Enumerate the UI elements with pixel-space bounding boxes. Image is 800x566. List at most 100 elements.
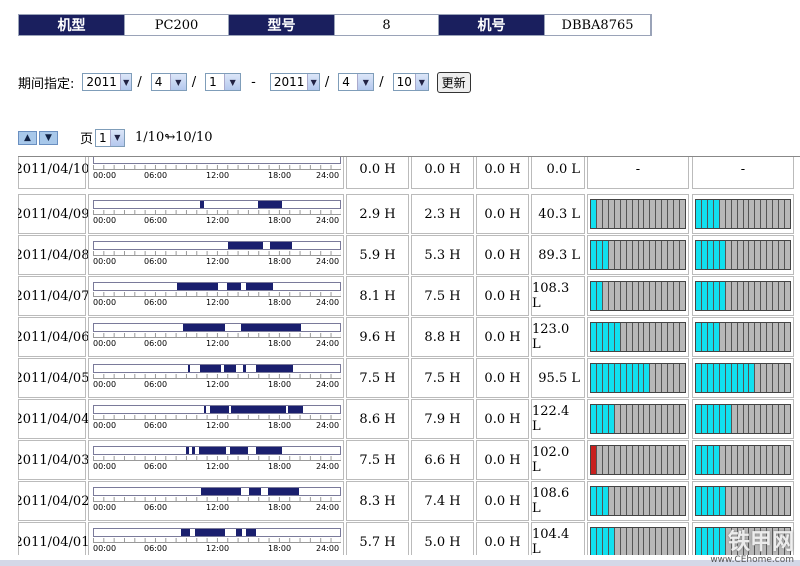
sort-down-icon[interactable]: ▼	[39, 130, 58, 145]
timeline-ticks	[93, 456, 341, 461]
timeline-tick-label: 18:00	[268, 462, 292, 471]
date-cell: 2011/04/01	[18, 522, 89, 555]
timeline-tick-label: 12:00	[206, 216, 230, 225]
gauge-block	[737, 323, 744, 351]
gauge-block	[644, 282, 651, 310]
gauge-block	[749, 405, 756, 433]
to-month-select[interactable]: 4 ▼	[338, 73, 375, 91]
gauge-cell	[692, 481, 794, 521]
gauge-block	[725, 282, 732, 310]
gauge-block	[767, 405, 774, 433]
operation-segment	[200, 488, 241, 495]
timeline-tick-label: 24:00	[316, 216, 340, 225]
timeline-cell: 00:00 06:00 12:00 18:00 24:00	[88, 358, 344, 398]
gauge-block	[626, 282, 633, 310]
gauge-block	[743, 200, 750, 228]
operation-segment	[258, 201, 282, 208]
operation-table[interactable]: 2011/04/10 00:00 06:00 12:00 18:00 24:00 0.0 H…	[18, 156, 800, 555]
period-label: 期间指定:	[18, 76, 75, 92]
timeline-tick-label: 18:00	[268, 421, 292, 430]
gauge-block	[608, 364, 615, 392]
gauge-block	[596, 323, 603, 351]
level-gauge	[590, 527, 686, 555]
horizontal-scrollbar[interactable]	[0, 560, 800, 566]
to-year-select[interactable]: 2011 ▼	[269, 73, 320, 91]
gauge-block	[719, 241, 726, 269]
gauge-block	[662, 405, 669, 433]
gauge-block	[761, 364, 768, 392]
level-gauge	[695, 281, 791, 311]
gauge-block	[626, 200, 633, 228]
gauge-block	[725, 323, 732, 351]
timeline-tick-label: 24:00	[316, 298, 340, 307]
gauge-block	[719, 446, 726, 474]
level-gauge	[695, 240, 791, 270]
timeline-tick-label: 24:00	[316, 462, 340, 471]
gauge-block	[620, 487, 627, 515]
from-year-select[interactable]: 2011 ▼	[82, 73, 133, 91]
timeline-tick-label: 24:00	[316, 503, 340, 512]
timeline-ticks	[93, 292, 341, 297]
from-month-select[interactable]: 4 ▼	[150, 73, 187, 91]
operation-segment	[192, 447, 196, 454]
hours-cell: 5.0 H	[411, 522, 474, 555]
operation-segment	[228, 242, 264, 249]
gauge-block	[731, 282, 738, 310]
level-gauge	[590, 445, 686, 475]
gauge-cell	[587, 358, 689, 398]
timeline-cell: 00:00 06:00 12:00 18:00 24:00	[88, 440, 344, 480]
gauge-block	[680, 487, 685, 515]
gauge-block	[632, 446, 639, 474]
timeline-tick-label: 00:00	[93, 216, 117, 225]
gauge-block	[773, 446, 780, 474]
timeline-tick-label: 00:00	[93, 503, 117, 512]
timeline-tick-label: 12:00	[206, 544, 230, 553]
timeline-tick-label: 12:00	[206, 462, 230, 471]
gauge-block	[680, 282, 685, 310]
sort-up-icon[interactable]: ▲	[18, 130, 37, 145]
gauge-block	[614, 282, 621, 310]
timeline-tick-label: 24:00	[316, 171, 340, 180]
gauge-block	[773, 487, 780, 515]
timeline-tick-label: 18:00	[268, 380, 292, 389]
gauge-block	[638, 364, 645, 392]
operation-segment	[230, 447, 248, 454]
gauge-block	[696, 282, 702, 310]
gauge-block	[626, 241, 633, 269]
serial-value: DBBA8765	[544, 15, 652, 35]
gauge-cell	[692, 399, 794, 439]
gauge-block	[719, 528, 726, 555]
gauge-block	[656, 282, 663, 310]
gauge-block	[608, 446, 615, 474]
chevron-down-icon: ▼	[169, 74, 186, 90]
gauge-block	[662, 323, 669, 351]
operation-segment	[242, 365, 246, 372]
gauge-block	[674, 282, 681, 310]
page-select[interactable]: 1 ▼	[95, 128, 126, 147]
update-button[interactable]: 更新	[436, 71, 471, 93]
hours-cell: 6.6 H	[411, 440, 474, 480]
gauge-block	[743, 487, 750, 515]
fuel-cell: 40.3 L	[531, 194, 585, 234]
gauge-block	[674, 241, 681, 269]
gauge-block	[632, 200, 639, 228]
gauge-block	[662, 282, 669, 310]
gauge-block	[620, 364, 627, 392]
gauge-block	[644, 446, 651, 474]
gauge-block	[731, 241, 738, 269]
timeline-ticks	[93, 538, 341, 543]
gauge-block	[674, 323, 681, 351]
operation-segment	[270, 242, 292, 249]
gauge-block	[668, 200, 675, 228]
operation-timeline-bar	[93, 157, 341, 164]
from-day-select[interactable]: 1 ▼	[205, 73, 242, 91]
gauge-block	[785, 323, 790, 351]
hours-cell: 0.0 H	[476, 317, 529, 357]
to-day-select[interactable]: 10 ▼	[392, 73, 429, 91]
operation-segment	[177, 283, 219, 290]
hours-cell: 7.5 H	[346, 440, 409, 480]
timeline-tick-label: 18:00	[268, 257, 292, 266]
gauge-block	[731, 487, 738, 515]
timeline-tick-label: 06:00	[144, 257, 168, 266]
timeline-tick-label: 12:00	[206, 171, 230, 180]
